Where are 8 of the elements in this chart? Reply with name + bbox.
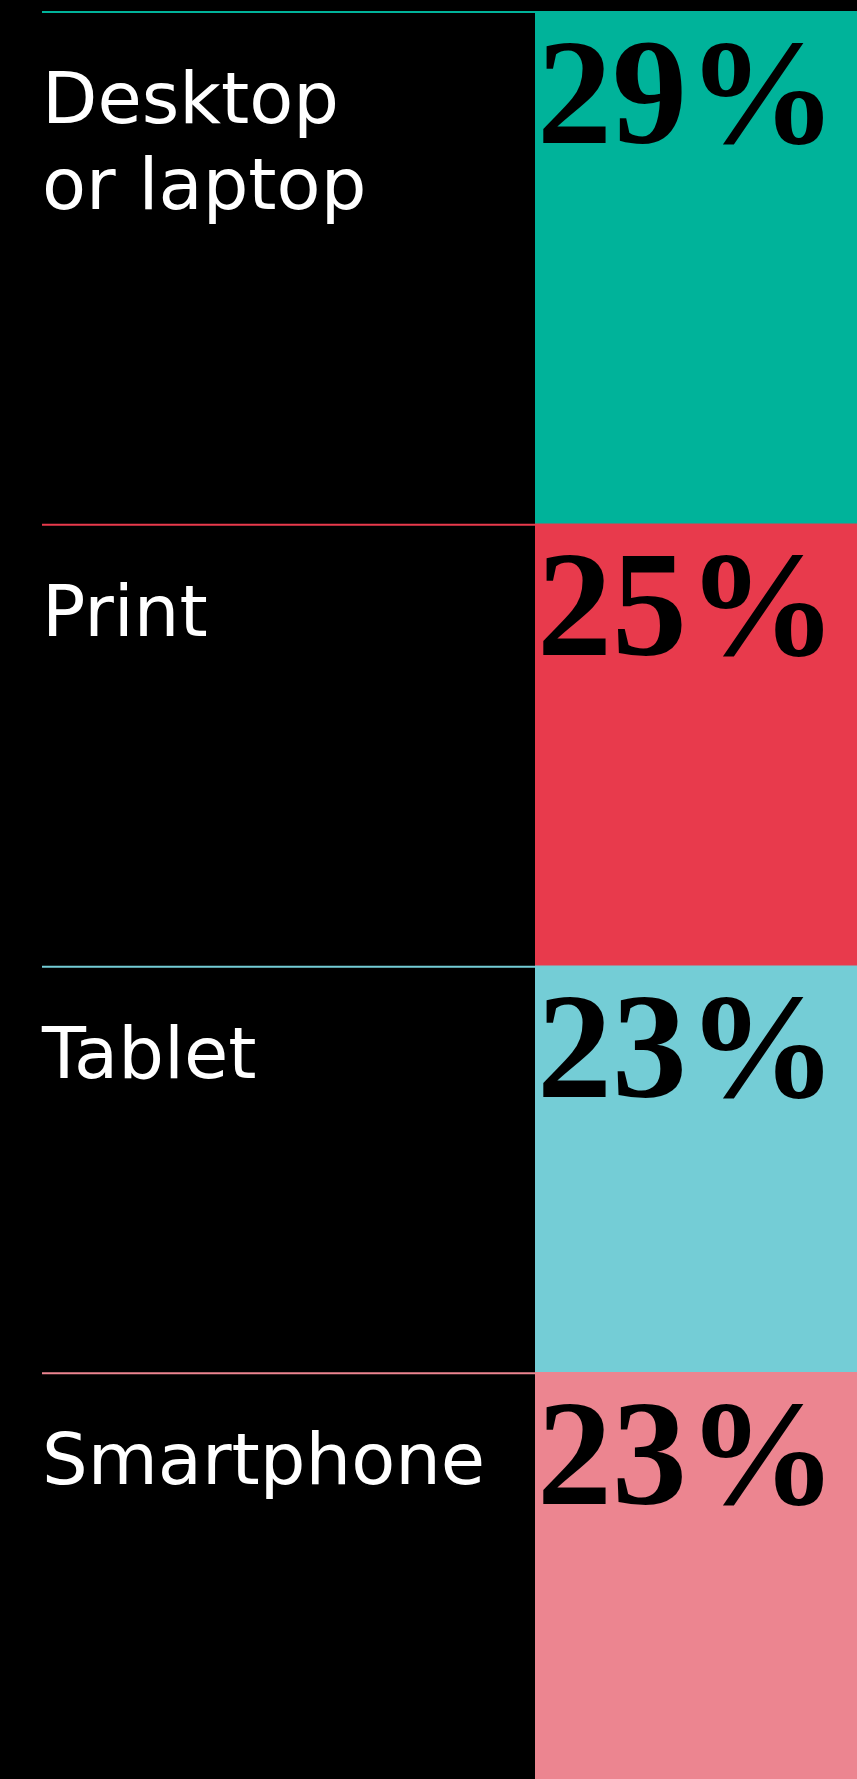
- data-label: 23%: [537, 963, 837, 1130]
- data-label: 29%: [537, 8, 837, 175]
- data-label: 25%: [537, 521, 837, 688]
- text: Desktop or laptop: [42, 56, 367, 226]
- data-label: 23%: [537, 1370, 837, 1537]
- text: Tablet: [41, 1010, 257, 1095]
- series-label: Smartphone: [42, 1417, 486, 1502]
- text: Print: [42, 568, 208, 653]
